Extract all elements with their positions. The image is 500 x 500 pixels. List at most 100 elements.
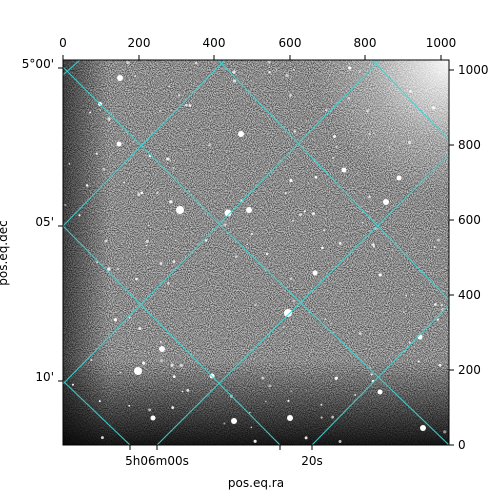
star xyxy=(417,360,420,363)
star xyxy=(409,90,412,93)
star xyxy=(291,219,295,222)
bottom-axis: 5h06m00s 20s xyxy=(125,445,323,468)
star xyxy=(354,394,357,397)
star xyxy=(176,206,184,214)
star xyxy=(134,75,136,78)
star xyxy=(335,146,338,148)
star xyxy=(113,318,118,322)
star xyxy=(159,359,163,363)
star xyxy=(171,406,175,409)
star xyxy=(412,238,414,240)
star xyxy=(268,384,272,388)
left-tick-label: 5°00' xyxy=(22,57,54,71)
star xyxy=(166,282,170,285)
star xyxy=(166,157,170,161)
star xyxy=(186,388,190,392)
star xyxy=(303,210,306,213)
star xyxy=(117,268,120,271)
star xyxy=(321,246,324,250)
star xyxy=(123,181,126,184)
star xyxy=(312,270,318,276)
star xyxy=(254,303,257,307)
star xyxy=(126,61,130,65)
star xyxy=(440,304,443,307)
star xyxy=(268,70,271,74)
star xyxy=(284,192,287,195)
star xyxy=(284,309,292,317)
star xyxy=(169,159,171,162)
star xyxy=(331,415,335,419)
right-tick-label: 400 xyxy=(458,288,481,302)
star xyxy=(437,238,440,242)
star xyxy=(334,376,338,380)
star xyxy=(265,400,267,403)
star xyxy=(357,146,360,148)
star xyxy=(433,246,436,249)
star xyxy=(332,135,337,139)
bottom-tick-label: 5h06m00s xyxy=(125,454,189,468)
star xyxy=(150,415,156,421)
axes-frame xyxy=(62,59,450,446)
right-tick-label: 800 xyxy=(458,138,481,152)
star xyxy=(323,229,326,232)
star xyxy=(290,390,293,392)
top-tick-label: 0 xyxy=(59,36,67,50)
star xyxy=(338,440,342,443)
star xyxy=(178,94,181,97)
star xyxy=(371,243,375,246)
star xyxy=(320,416,323,419)
bottom-tick-label: 20s xyxy=(301,454,323,468)
star xyxy=(223,422,226,425)
star xyxy=(368,132,371,136)
star xyxy=(181,390,184,393)
star xyxy=(156,191,159,194)
star xyxy=(330,322,333,325)
star xyxy=(372,245,376,248)
left-tick-label: 10' xyxy=(35,370,54,384)
top-tick-label: 800 xyxy=(354,36,377,50)
star xyxy=(78,214,81,217)
x-axis-title: pos.eq.ra xyxy=(228,476,284,490)
star xyxy=(298,213,302,217)
star xyxy=(204,239,208,242)
star xyxy=(287,415,293,421)
y-axis-title: pos.eq.dec xyxy=(0,220,10,285)
star xyxy=(148,408,152,412)
right-tick-label: 0 xyxy=(458,438,466,452)
star xyxy=(159,340,162,343)
star xyxy=(71,383,75,386)
star xyxy=(420,425,426,431)
star xyxy=(148,224,150,227)
star xyxy=(324,217,326,220)
star xyxy=(208,143,212,147)
star xyxy=(95,152,98,155)
star xyxy=(100,436,104,440)
star xyxy=(292,68,295,71)
star xyxy=(332,156,335,159)
star xyxy=(98,400,101,403)
star xyxy=(320,403,323,406)
star xyxy=(137,192,141,197)
star xyxy=(134,367,142,375)
star xyxy=(184,103,188,107)
star xyxy=(324,318,327,320)
star xyxy=(283,326,285,328)
star xyxy=(249,412,251,414)
star xyxy=(314,176,318,179)
star xyxy=(232,79,237,83)
star xyxy=(369,366,372,369)
star xyxy=(104,239,108,243)
star xyxy=(175,239,177,241)
star xyxy=(436,318,440,321)
star xyxy=(383,199,389,205)
star xyxy=(368,195,371,199)
star xyxy=(289,277,293,281)
star xyxy=(359,71,361,73)
right-tick-label: 1000 xyxy=(458,63,489,77)
star xyxy=(325,108,328,112)
star xyxy=(361,222,364,224)
star xyxy=(90,358,93,362)
star xyxy=(64,204,67,207)
star xyxy=(172,260,176,264)
